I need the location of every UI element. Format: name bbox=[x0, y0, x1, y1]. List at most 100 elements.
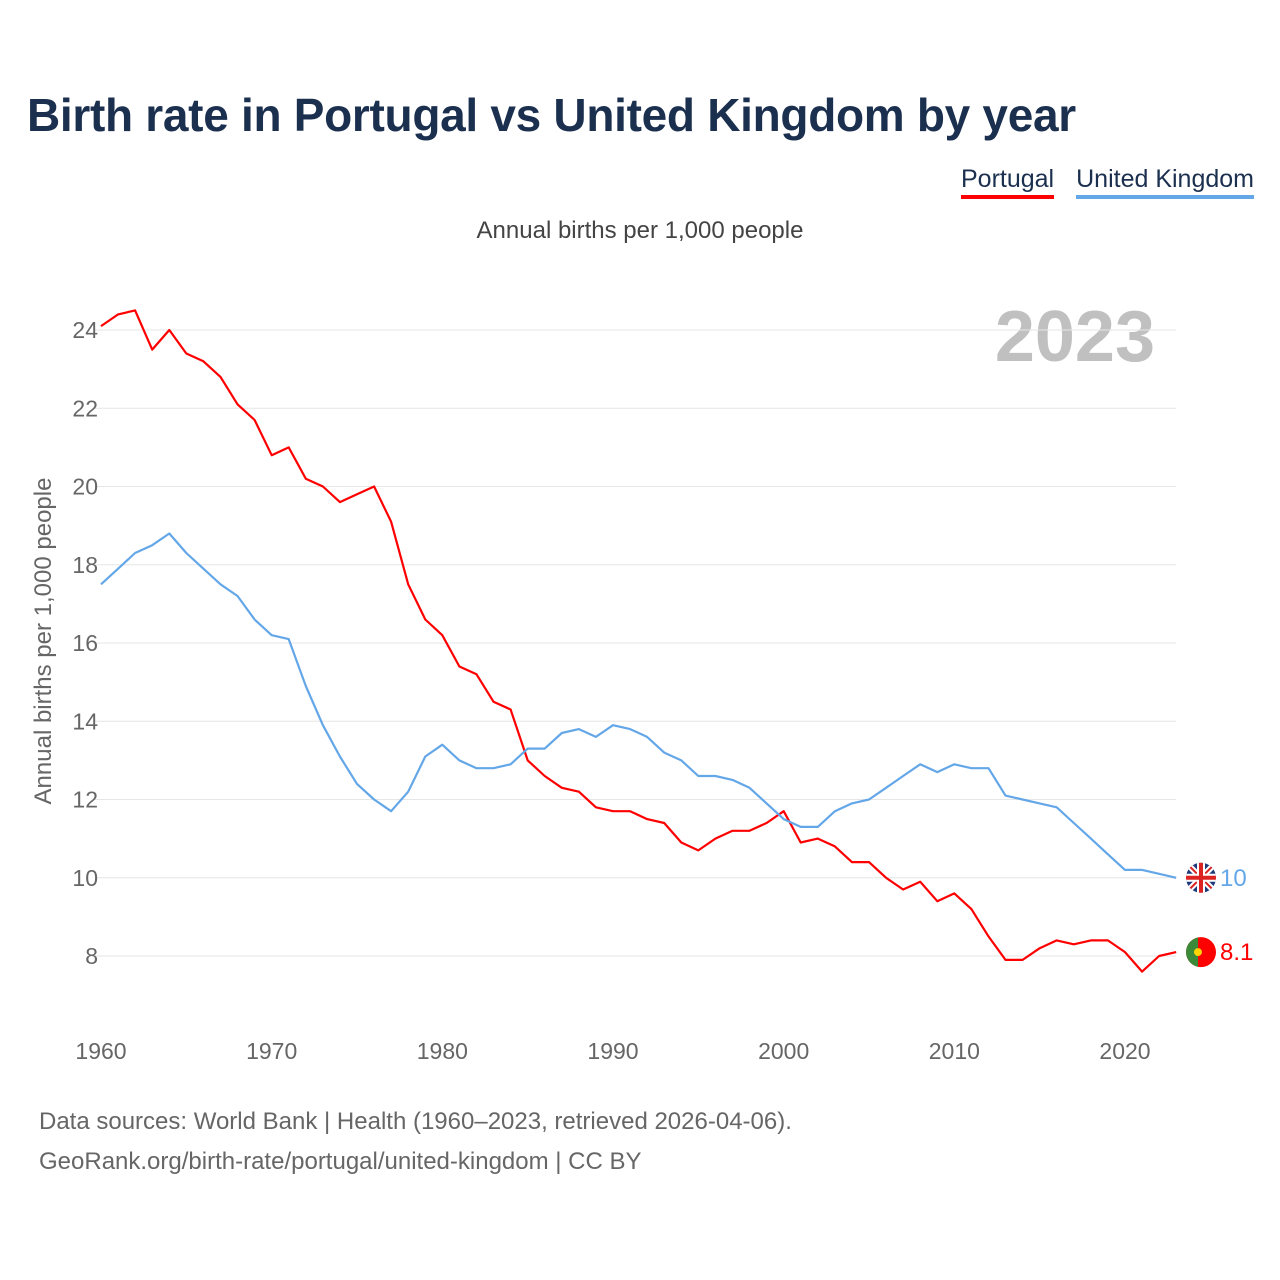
data-point-portugal[interactable] bbox=[951, 890, 957, 896]
data-point-portugal[interactable] bbox=[1139, 969, 1145, 975]
data-point-united-kingdom[interactable] bbox=[320, 722, 326, 728]
data-point-united-kingdom[interactable] bbox=[1105, 851, 1111, 857]
data-point-portugal[interactable] bbox=[610, 808, 616, 814]
data-point-portugal[interactable] bbox=[1071, 941, 1077, 947]
data-point-united-kingdom[interactable] bbox=[815, 824, 821, 830]
data-point-portugal[interactable] bbox=[815, 836, 821, 842]
data-point-united-kingdom[interactable] bbox=[252, 617, 258, 623]
data-point-portugal[interactable] bbox=[849, 859, 855, 865]
data-point-united-kingdom[interactable] bbox=[764, 800, 770, 806]
series-line-portugal[interactable] bbox=[100, 309, 1177, 973]
data-point-portugal[interactable] bbox=[217, 374, 223, 380]
data-point-portugal[interactable] bbox=[712, 836, 718, 842]
data-point-united-kingdom[interactable] bbox=[371, 797, 377, 803]
data-point-portugal[interactable] bbox=[764, 820, 770, 826]
data-point-portugal[interactable] bbox=[576, 789, 582, 795]
data-point-portugal[interactable] bbox=[115, 311, 121, 317]
data-point-united-kingdom[interactable] bbox=[456, 757, 462, 763]
series-line-united-kingdom[interactable] bbox=[100, 532, 1177, 879]
data-point-portugal[interactable] bbox=[559, 785, 565, 791]
data-point-portugal[interactable] bbox=[695, 847, 701, 853]
data-point-portugal[interactable] bbox=[644, 816, 650, 822]
data-point-portugal[interactable] bbox=[422, 617, 428, 623]
data-point-united-kingdom[interactable] bbox=[1173, 875, 1179, 881]
data-point-united-kingdom[interactable] bbox=[1003, 793, 1009, 799]
data-point-united-kingdom[interactable] bbox=[729, 777, 735, 783]
data-point-united-kingdom[interactable] bbox=[832, 808, 838, 814]
data-point-portugal[interactable] bbox=[985, 933, 991, 939]
data-point-united-kingdom[interactable] bbox=[286, 636, 292, 642]
data-point-portugal[interactable] bbox=[388, 519, 394, 525]
data-point-portugal[interactable] bbox=[98, 323, 104, 329]
data-point-united-kingdom[interactable] bbox=[917, 761, 923, 767]
data-point-united-kingdom[interactable] bbox=[1088, 836, 1094, 842]
data-point-portugal[interactable] bbox=[132, 307, 138, 313]
data-point-united-kingdom[interactable] bbox=[269, 632, 275, 638]
data-point-portugal[interactable] bbox=[900, 886, 906, 892]
data-point-portugal[interactable] bbox=[439, 632, 445, 638]
data-point-portugal[interactable] bbox=[525, 757, 531, 763]
data-point-portugal[interactable] bbox=[832, 843, 838, 849]
data-point-portugal[interactable] bbox=[456, 663, 462, 669]
data-point-united-kingdom[interactable] bbox=[559, 730, 565, 736]
data-point-portugal[interactable] bbox=[1088, 937, 1094, 943]
footer-url[interactable]: GeoRank.org/birth-rate/portugal/united-k… bbox=[39, 1148, 642, 1175]
data-point-united-kingdom[interactable] bbox=[303, 683, 309, 689]
data-point-united-kingdom[interactable] bbox=[235, 593, 241, 599]
data-point-portugal[interactable] bbox=[627, 808, 633, 814]
data-point-portugal[interactable] bbox=[354, 491, 360, 497]
data-point-portugal[interactable] bbox=[1105, 937, 1111, 943]
data-point-united-kingdom[interactable] bbox=[627, 726, 633, 732]
legend-portugal[interactable]: Portugal bbox=[960, 165, 1055, 199]
data-point-united-kingdom[interactable] bbox=[1054, 804, 1060, 810]
data-point-portugal[interactable] bbox=[286, 444, 292, 450]
data-point-portugal[interactable] bbox=[593, 804, 599, 810]
data-point-united-kingdom[interactable] bbox=[968, 765, 974, 771]
data-point-united-kingdom[interactable] bbox=[1071, 820, 1077, 826]
data-point-united-kingdom[interactable] bbox=[1122, 867, 1128, 873]
data-point-united-kingdom[interactable] bbox=[132, 550, 138, 556]
data-point-united-kingdom[interactable] bbox=[217, 581, 223, 587]
data-point-united-kingdom[interactable] bbox=[695, 773, 701, 779]
data-point-united-kingdom[interactable] bbox=[678, 757, 684, 763]
data-point-united-kingdom[interactable] bbox=[985, 765, 991, 771]
data-point-united-kingdom[interactable] bbox=[422, 753, 428, 759]
data-point-united-kingdom[interactable] bbox=[883, 785, 889, 791]
data-point-united-kingdom[interactable] bbox=[610, 722, 616, 728]
data-point-portugal[interactable] bbox=[1020, 957, 1026, 963]
data-point-united-kingdom[interactable] bbox=[900, 773, 906, 779]
data-point-united-kingdom[interactable] bbox=[1037, 800, 1043, 806]
data-point-united-kingdom[interactable] bbox=[337, 753, 343, 759]
data-point-united-kingdom[interactable] bbox=[593, 734, 599, 740]
data-point-united-kingdom[interactable] bbox=[781, 816, 787, 822]
data-point-united-kingdom[interactable] bbox=[491, 765, 497, 771]
data-point-portugal[interactable] bbox=[337, 499, 343, 505]
data-point-united-kingdom[interactable] bbox=[525, 746, 531, 752]
data-point-portugal[interactable] bbox=[235, 401, 241, 407]
data-point-portugal[interactable] bbox=[934, 898, 940, 904]
data-point-portugal[interactable] bbox=[473, 671, 479, 677]
data-point-united-kingdom[interactable] bbox=[866, 797, 872, 803]
data-point-united-kingdom[interactable] bbox=[951, 761, 957, 767]
data-point-united-kingdom[interactable] bbox=[405, 789, 411, 795]
data-point-portugal[interactable] bbox=[781, 808, 787, 814]
data-point-portugal[interactable] bbox=[149, 347, 155, 353]
data-point-united-kingdom[interactable] bbox=[200, 566, 206, 572]
data-point-portugal[interactable] bbox=[303, 476, 309, 482]
data-point-united-kingdom[interactable] bbox=[508, 761, 514, 767]
data-point-portugal[interactable] bbox=[542, 773, 548, 779]
data-point-portugal[interactable] bbox=[371, 484, 377, 490]
data-point-united-kingdom[interactable] bbox=[1020, 797, 1026, 803]
data-point-united-kingdom[interactable] bbox=[1139, 867, 1145, 873]
data-point-portugal[interactable] bbox=[798, 840, 804, 846]
data-point-united-kingdom[interactable] bbox=[934, 769, 940, 775]
data-point-united-kingdom[interactable] bbox=[849, 800, 855, 806]
data-point-united-kingdom[interactable] bbox=[576, 726, 582, 732]
data-point-united-kingdom[interactable] bbox=[798, 824, 804, 830]
legend-united-kingdom[interactable]: United Kingdom bbox=[1076, 165, 1254, 199]
data-point-portugal[interactable] bbox=[1037, 945, 1043, 951]
data-point-united-kingdom[interactable] bbox=[644, 734, 650, 740]
data-point-united-kingdom[interactable] bbox=[98, 581, 104, 587]
data-point-portugal[interactable] bbox=[661, 820, 667, 826]
data-point-portugal[interactable] bbox=[883, 875, 889, 881]
